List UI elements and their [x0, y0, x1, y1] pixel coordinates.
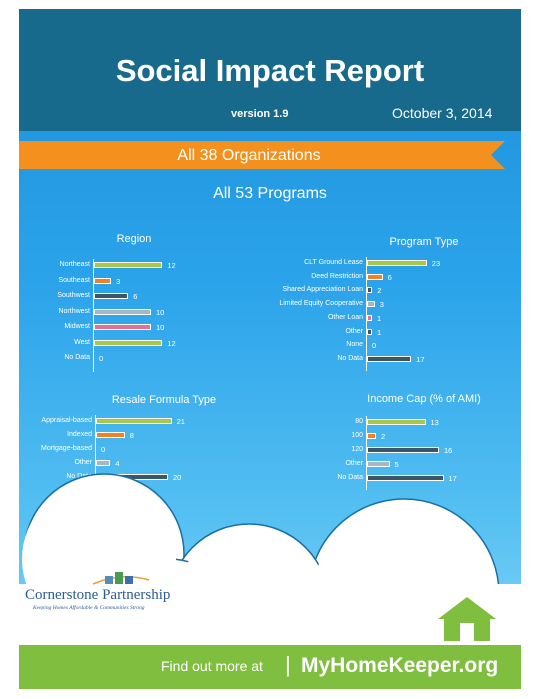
chart-bar [96, 432, 125, 438]
chart-category-label: 120 [351, 446, 363, 453]
chart-category-label: Midwest [64, 323, 90, 330]
chart-value-label: 0 [99, 354, 104, 363]
chart-title: Income Cap (% of AMI) [367, 393, 481, 405]
chart-category-label: 80 [355, 418, 363, 425]
chart-bar [367, 447, 439, 453]
chart-value-label: 3 [116, 276, 121, 286]
chart-bar [367, 433, 376, 439]
chart-value-label: 1 [377, 313, 382, 323]
logo-name: Cornerstone Partnership [25, 587, 171, 603]
chart-bar [367, 328, 372, 335]
chart-value-label: 17 [448, 474, 457, 483]
footer-separator: | [285, 652, 291, 677]
chart-value-label: 4 [115, 459, 120, 468]
chart-category-label: 100 [351, 432, 363, 439]
chart-category-label: Other [74, 459, 92, 466]
logo-tagline: Keeping Homes Affordable & Communities S… [33, 605, 145, 611]
programs-count: All 53 Programs [213, 185, 327, 202]
chart-value-label: 13 [430, 418, 439, 427]
organizations-count: All 38 Organizations [177, 147, 321, 164]
chart-value-label: 16 [444, 446, 453, 455]
chart-category-label: Mortgage-based [41, 445, 92, 452]
chart-category-label: Limited Equity Cooperative [279, 300, 363, 308]
chart-category-label: Shared Appreciation Loan [282, 286, 363, 294]
chart-bar [367, 419, 426, 425]
chart-bar [367, 355, 412, 362]
chart-value-label: 6 [133, 292, 138, 301]
chart-category-label: No Data [337, 474, 363, 481]
footer-bar [19, 645, 521, 689]
chart-value-label: 0 [101, 445, 106, 454]
chart-title: Region [116, 233, 152, 245]
logo-icon [92, 572, 150, 585]
chart-bar [96, 460, 111, 466]
chart-bar [367, 314, 372, 321]
chart-category-label: Other [345, 327, 363, 335]
chart-value-label: 8 [129, 431, 134, 440]
chart-category-label: Other Loan [327, 313, 363, 321]
chart-bar [94, 293, 129, 299]
report-date: October 3, 2014 [392, 105, 493, 121]
chart-category-label: CLT Ground Lease [304, 259, 363, 266]
chart-category-label: No Data [337, 354, 363, 362]
chart-category-label: West [74, 338, 90, 346]
chart-value-label: 23 [431, 259, 441, 268]
report-title: Social Impact Report [115, 53, 425, 88]
orange-ribbon [19, 141, 505, 169]
chart-axis [95, 415, 96, 489]
chart-value-label: 12 [167, 338, 176, 348]
chart-value-label: 17 [416, 354, 425, 364]
chart-bar [94, 262, 163, 268]
chart-axis [93, 259, 94, 372]
chart-bar [94, 308, 151, 315]
chart-value-label: 6 [387, 272, 392, 282]
chart-category-label: No Data [64, 354, 90, 361]
chart-category-label: Southeast [58, 276, 90, 284]
chart-value-label: 12 [167, 261, 176, 270]
chart-bar [367, 260, 427, 266]
chart-bar [96, 418, 172, 424]
chart-value-label: 21 [176, 417, 185, 426]
chart-bar [94, 277, 112, 284]
chart-category-label: Southwest [57, 292, 90, 299]
chart-value-label: 10 [156, 323, 165, 332]
chart-title: Program Type [389, 236, 459, 248]
chart-category-label: Indexed [67, 431, 92, 438]
chart-category-label: Northwest [58, 307, 90, 315]
website-link[interactable]: MyHomeKeeper.org [301, 654, 499, 677]
chart-value-label: 3 [379, 300, 384, 310]
footer-text: Find out more at [161, 658, 263, 674]
chart-axis [366, 416, 367, 490]
chart-value-label: 20 [173, 473, 182, 482]
chart-value-label: 5 [394, 460, 399, 469]
chart-category-label: No Data [66, 473, 92, 480]
chart-value-label: 1 [377, 327, 382, 337]
chart-bar [367, 301, 375, 308]
chart-value-label: 0 [372, 341, 377, 351]
chart-title: Resale Formula Type [111, 394, 217, 406]
version-label: version 1.9 [231, 108, 289, 120]
header-band [19, 9, 521, 131]
chart-bar [94, 324, 151, 330]
chart-bar [367, 287, 373, 294]
chart-category-label: Northeast [59, 261, 90, 268]
chart-value-label: 2 [381, 432, 386, 441]
chart-bar [94, 339, 163, 346]
chart-value-label: 10 [156, 307, 165, 317]
chart-category-label: Deed Restriction [311, 272, 363, 280]
chart-category-label: Appraisal-based [41, 417, 92, 424]
chart-category-label: None [346, 341, 363, 349]
chart-bar [367, 273, 383, 280]
chart-axis [366, 257, 367, 371]
report-page: Social Impact Report version 1.9 October… [19, 9, 521, 689]
chart-bar [367, 475, 444, 481]
chart-bar [367, 461, 390, 467]
chart-value-label: 2 [377, 286, 382, 296]
house-icon [438, 597, 496, 641]
chart-category-label: Other [345, 460, 363, 467]
